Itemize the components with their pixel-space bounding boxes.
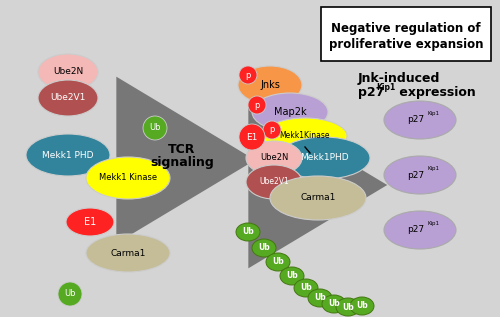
Ellipse shape <box>266 253 290 271</box>
Ellipse shape <box>384 211 456 249</box>
Text: p27: p27 <box>408 171 424 179</box>
Text: Mekk1 PHD: Mekk1 PHD <box>42 151 94 159</box>
Ellipse shape <box>322 295 346 313</box>
Ellipse shape <box>252 239 276 257</box>
Text: Carma1: Carma1 <box>300 193 336 203</box>
Text: E1: E1 <box>246 133 258 141</box>
Text: Ub: Ub <box>149 124 161 133</box>
Ellipse shape <box>239 124 265 150</box>
Text: Kip1: Kip1 <box>428 111 440 116</box>
Text: Mekk1Kinase: Mekk1Kinase <box>280 132 330 140</box>
Ellipse shape <box>350 297 374 315</box>
Text: Ube2V1: Ube2V1 <box>50 94 86 102</box>
Ellipse shape <box>294 279 318 297</box>
Text: Jnk-induced: Jnk-induced <box>358 72 440 85</box>
Text: p27: p27 <box>408 225 424 235</box>
Text: Ub: Ub <box>328 300 340 308</box>
Ellipse shape <box>246 165 302 199</box>
Ellipse shape <box>38 54 98 90</box>
Text: Ub: Ub <box>286 271 298 281</box>
Text: Ub: Ub <box>242 228 254 236</box>
Text: Ub: Ub <box>314 294 326 302</box>
Ellipse shape <box>236 223 260 241</box>
Ellipse shape <box>38 80 98 116</box>
Text: Ub: Ub <box>258 243 270 253</box>
Text: p27: p27 <box>358 86 384 99</box>
Ellipse shape <box>270 176 366 220</box>
Ellipse shape <box>66 208 114 236</box>
Text: p: p <box>254 100 260 109</box>
Ellipse shape <box>336 298 360 316</box>
Ellipse shape <box>238 66 302 104</box>
FancyBboxPatch shape <box>321 7 491 61</box>
Ellipse shape <box>86 234 170 272</box>
Ellipse shape <box>263 118 347 154</box>
Ellipse shape <box>246 141 302 175</box>
Text: Ube2V1: Ube2V1 <box>259 178 289 186</box>
Ellipse shape <box>384 156 456 194</box>
Ellipse shape <box>252 93 328 131</box>
Text: expression: expression <box>395 86 476 99</box>
Text: Map2k: Map2k <box>274 107 306 117</box>
Text: Kip1: Kip1 <box>428 221 440 226</box>
Text: Jnks: Jnks <box>260 80 280 90</box>
Text: p: p <box>246 70 250 80</box>
Ellipse shape <box>143 116 167 140</box>
Text: Ube2N: Ube2N <box>260 153 288 163</box>
Text: Ube2N: Ube2N <box>53 68 83 76</box>
Text: Carma1: Carma1 <box>110 249 146 257</box>
Ellipse shape <box>58 282 82 306</box>
Ellipse shape <box>248 96 266 114</box>
Text: Mekk1 Kinase: Mekk1 Kinase <box>99 173 157 183</box>
Text: signaling: signaling <box>150 156 214 169</box>
Text: Negative regulation of: Negative regulation of <box>331 22 481 35</box>
Ellipse shape <box>308 289 332 307</box>
Ellipse shape <box>263 121 281 139</box>
Text: p: p <box>270 126 274 134</box>
Text: p27: p27 <box>408 115 424 125</box>
Text: proliferative expansion: proliferative expansion <box>329 38 483 51</box>
Ellipse shape <box>86 157 170 199</box>
Ellipse shape <box>278 137 370 179</box>
Text: Mekk1PHD: Mekk1PHD <box>300 153 348 163</box>
Text: Ub: Ub <box>300 283 312 293</box>
Text: Ub: Ub <box>64 289 76 299</box>
Text: Ub: Ub <box>342 302 354 312</box>
Text: E1: E1 <box>84 217 96 227</box>
Text: Kip1: Kip1 <box>428 166 440 171</box>
Text: Kip1: Kip1 <box>376 83 395 92</box>
Text: Ub: Ub <box>356 301 368 310</box>
Ellipse shape <box>239 66 257 84</box>
Text: TCR: TCR <box>168 143 196 156</box>
Ellipse shape <box>26 134 110 176</box>
Text: Ub: Ub <box>272 257 284 267</box>
Ellipse shape <box>280 267 304 285</box>
Ellipse shape <box>384 101 456 139</box>
